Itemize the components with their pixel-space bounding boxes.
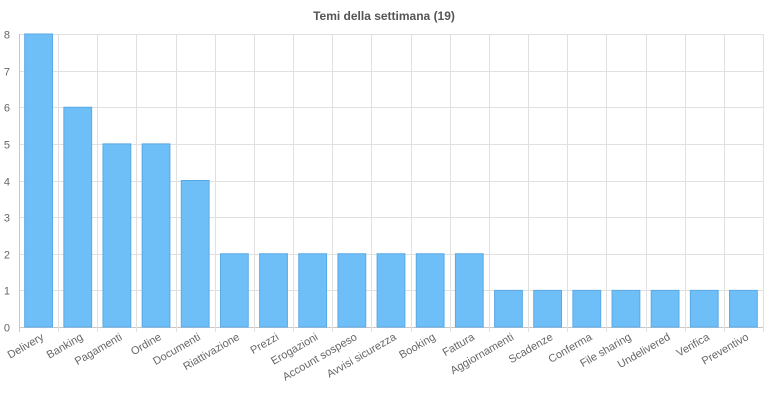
x-tick-label: Avvisi sicurezza xyxy=(325,331,399,381)
y-tick-label: 1 xyxy=(4,286,10,298)
y-axis-ticks: 0 1 2 3 4 5 6 7 8 xyxy=(4,30,10,335)
y-tick-label: 6 xyxy=(4,103,10,115)
bar-account-sospeso[interactable]: Account sospeso: 2 xyxy=(337,253,367,328)
bar-aggiornamenti[interactable]: Aggiornamenti: 1 xyxy=(494,289,523,328)
y-tick-label: 5 xyxy=(4,140,10,152)
bar-undelivered[interactable]: Undelivered: 1 xyxy=(650,289,680,328)
x-tick-label: Scadenze xyxy=(507,331,555,366)
y-tick-label: 7 xyxy=(4,67,10,79)
bar-avvisi-sicurezza[interactable]: Avvisi sicurezza: 2 xyxy=(376,253,406,328)
chart-title: Temi della settimana (19) xyxy=(313,9,455,23)
bar-prezzi[interactable]: Prezzi: 2 xyxy=(259,253,288,328)
bar-banking[interactable]: Banking: 6 xyxy=(63,106,93,328)
bar-file-sharing[interactable]: File sharing: 1 xyxy=(611,289,641,328)
bars-layer: Delivery: 8 Banking: 6 Pagamenti: 5 Ordine:… xyxy=(24,33,758,328)
y-tick-label: 4 xyxy=(4,177,10,189)
bar-pagamenti[interactable]: Pagamenti: 5 xyxy=(102,143,132,328)
y-tick-label: 2 xyxy=(4,250,10,262)
bar-erogazioni[interactable]: Erogazioni: 2 xyxy=(298,253,328,328)
bar-fattura[interactable]: Fattura: 2 xyxy=(454,253,484,328)
bar-scadenze[interactable]: Scadenze: 1 xyxy=(533,289,563,328)
bar-verifica[interactable]: Verifica: 1 xyxy=(689,289,719,328)
bar-conferma[interactable]: Conferma: 1 xyxy=(572,289,602,328)
bar-ordine[interactable]: Ordine: 5 xyxy=(141,143,171,328)
bar-documenti[interactable]: Documenti: 4 xyxy=(180,180,210,328)
x-tick-label: Delivery xyxy=(6,331,47,362)
x-tick-label: Booking xyxy=(397,331,437,361)
y-tick-label: 0 xyxy=(4,323,10,335)
bar-riattivazione[interactable]: Riattivazione: 2 xyxy=(219,253,249,328)
y-tick-label: 3 xyxy=(4,213,10,225)
bar-booking[interactable]: Booking: 2 xyxy=(415,253,445,328)
bar-delivery[interactable]: Delivery: 8 xyxy=(24,33,53,328)
bar-preventivo[interactable]: Preventivo: 1 xyxy=(729,289,758,328)
y-tick-label: 8 xyxy=(4,30,10,42)
